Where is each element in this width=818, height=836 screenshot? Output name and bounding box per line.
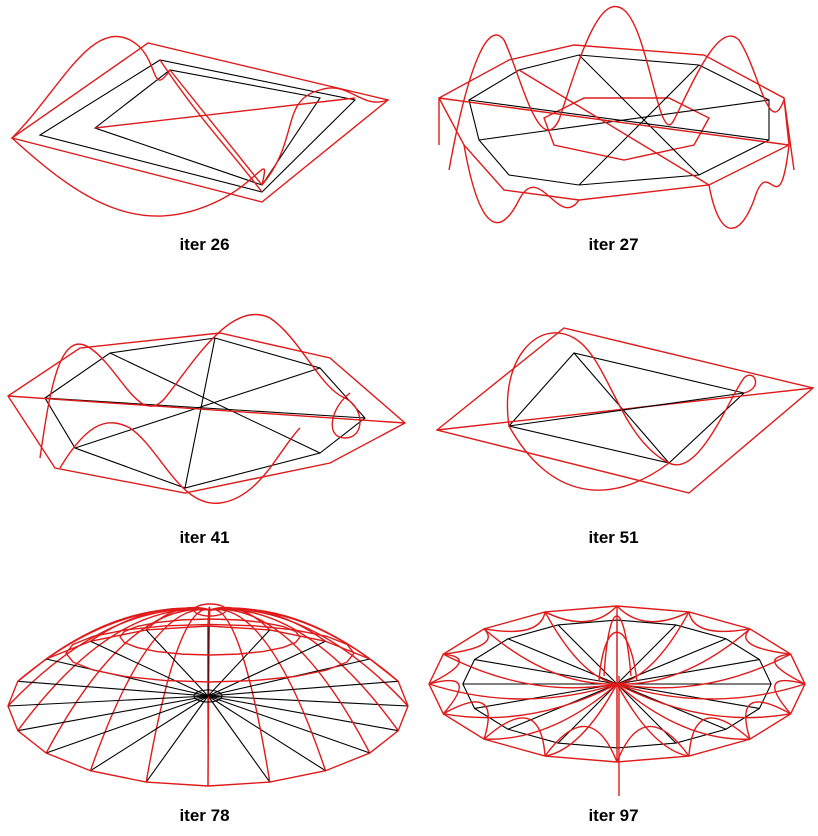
wave-spoke — [616, 628, 751, 685]
wave-arc — [774, 680, 806, 715]
wave-spoke — [443, 683, 618, 719]
caption-iter-97: iter 97 — [588, 806, 639, 825]
wave-arc — [544, 605, 618, 623]
panel-iter-97: iter 97 — [409, 556, 818, 834]
spoke — [507, 638, 618, 685]
caption-iter-41: iter 41 — [179, 528, 230, 547]
spoke — [474, 683, 618, 710]
wireframe-iter-78 — [7, 603, 409, 787]
dome-spoke — [207, 695, 271, 783]
wireframe-iter-97 — [428, 605, 806, 796]
panel-iter-51: iter 51 — [409, 278, 818, 556]
wave-arc — [544, 725, 618, 763]
wave-arc — [745, 628, 791, 655]
dome-arc — [209, 608, 271, 783]
spoke — [616, 658, 760, 685]
spoke — [474, 658, 618, 685]
dome-spoke — [17, 680, 209, 697]
dome-spoke — [145, 695, 209, 783]
caption-iter-27: iter 27 — [588, 235, 639, 254]
dome-arc — [209, 608, 327, 771]
dome-spoke — [90, 640, 209, 697]
panel-iter-27: iter 27 — [409, 0, 818, 278]
wave-arc — [483, 611, 546, 633]
wave-spoke — [442, 653, 618, 689]
wave-arc — [442, 701, 489, 740]
dome-ring — [119, 618, 301, 656]
wireframe-iter-51 — [435, 327, 815, 494]
wireframe-iter-26 — [10, 35, 390, 217]
wave-arc — [745, 701, 792, 740]
dome-arc — [207, 606, 211, 627]
panel-iter-41: iter 41 — [0, 278, 409, 556]
wireframe-iter-41 — [7, 313, 407, 504]
dome-arc — [90, 607, 211, 642]
wave-spoke — [616, 683, 690, 757]
panel-iter-26: iter 26 — [0, 0, 409, 278]
caption-iter-78: iter 78 — [179, 806, 230, 825]
dome-spokes-97 — [428, 605, 806, 763]
wave-spoke — [616, 653, 792, 689]
dome-spoke — [7, 695, 209, 707]
dome-spoke — [46, 695, 209, 754]
wave-spoke — [616, 683, 750, 740]
dome-spoke — [46, 658, 209, 697]
panel-iter-78: iter 78 — [0, 556, 409, 834]
dome-ring — [65, 623, 355, 683]
dome-spoke — [207, 695, 370, 754]
wave-arc — [688, 717, 751, 757]
wave-spoke — [544, 611, 618, 685]
wave-spoke — [544, 683, 618, 757]
dome-arc — [209, 608, 399, 732]
wireframe-iter-27 — [438, 6, 795, 230]
dome-spoke — [207, 695, 326, 772]
dome-spoke — [17, 695, 209, 732]
dome-arc — [89, 608, 211, 771]
spoke — [557, 624, 618, 685]
wave-arc — [688, 611, 751, 633]
spoke — [616, 683, 760, 710]
dome-spoke — [207, 640, 326, 697]
wave-spoke — [616, 683, 806, 700]
caption-iter-26: iter 26 — [179, 235, 230, 254]
dome-arc — [209, 608, 371, 754]
dome-spoke — [145, 629, 209, 697]
wave-spoke — [483, 628, 618, 685]
spoke — [616, 683, 677, 744]
dome-arc — [145, 606, 211, 631]
spoke — [616, 624, 677, 685]
dome-spokes — [7, 606, 409, 787]
wave-arc — [774, 653, 806, 685]
wave-arc — [483, 717, 546, 757]
wave-arc — [616, 605, 690, 623]
caption-iter-51: iter 51 — [588, 528, 639, 547]
dome-spoke — [207, 695, 399, 732]
dome-spoke — [207, 629, 271, 697]
inner-rim — [462, 619, 772, 749]
wave-spoke — [616, 611, 690, 685]
wave-spoke — [484, 683, 618, 740]
wave-arc — [428, 653, 460, 685]
spoke — [557, 683, 618, 744]
dome-spoke — [207, 695, 409, 707]
dome-spoke — [90, 695, 209, 772]
wave-arc — [428, 680, 460, 715]
dome-arc — [209, 608, 399, 682]
wave-spoke — [428, 683, 618, 700]
wave-arc — [443, 628, 489, 655]
wave-spoke — [616, 683, 791, 719]
dome-arc — [145, 608, 211, 783]
wave-arc — [616, 725, 690, 763]
dome-spoke — [207, 680, 399, 697]
